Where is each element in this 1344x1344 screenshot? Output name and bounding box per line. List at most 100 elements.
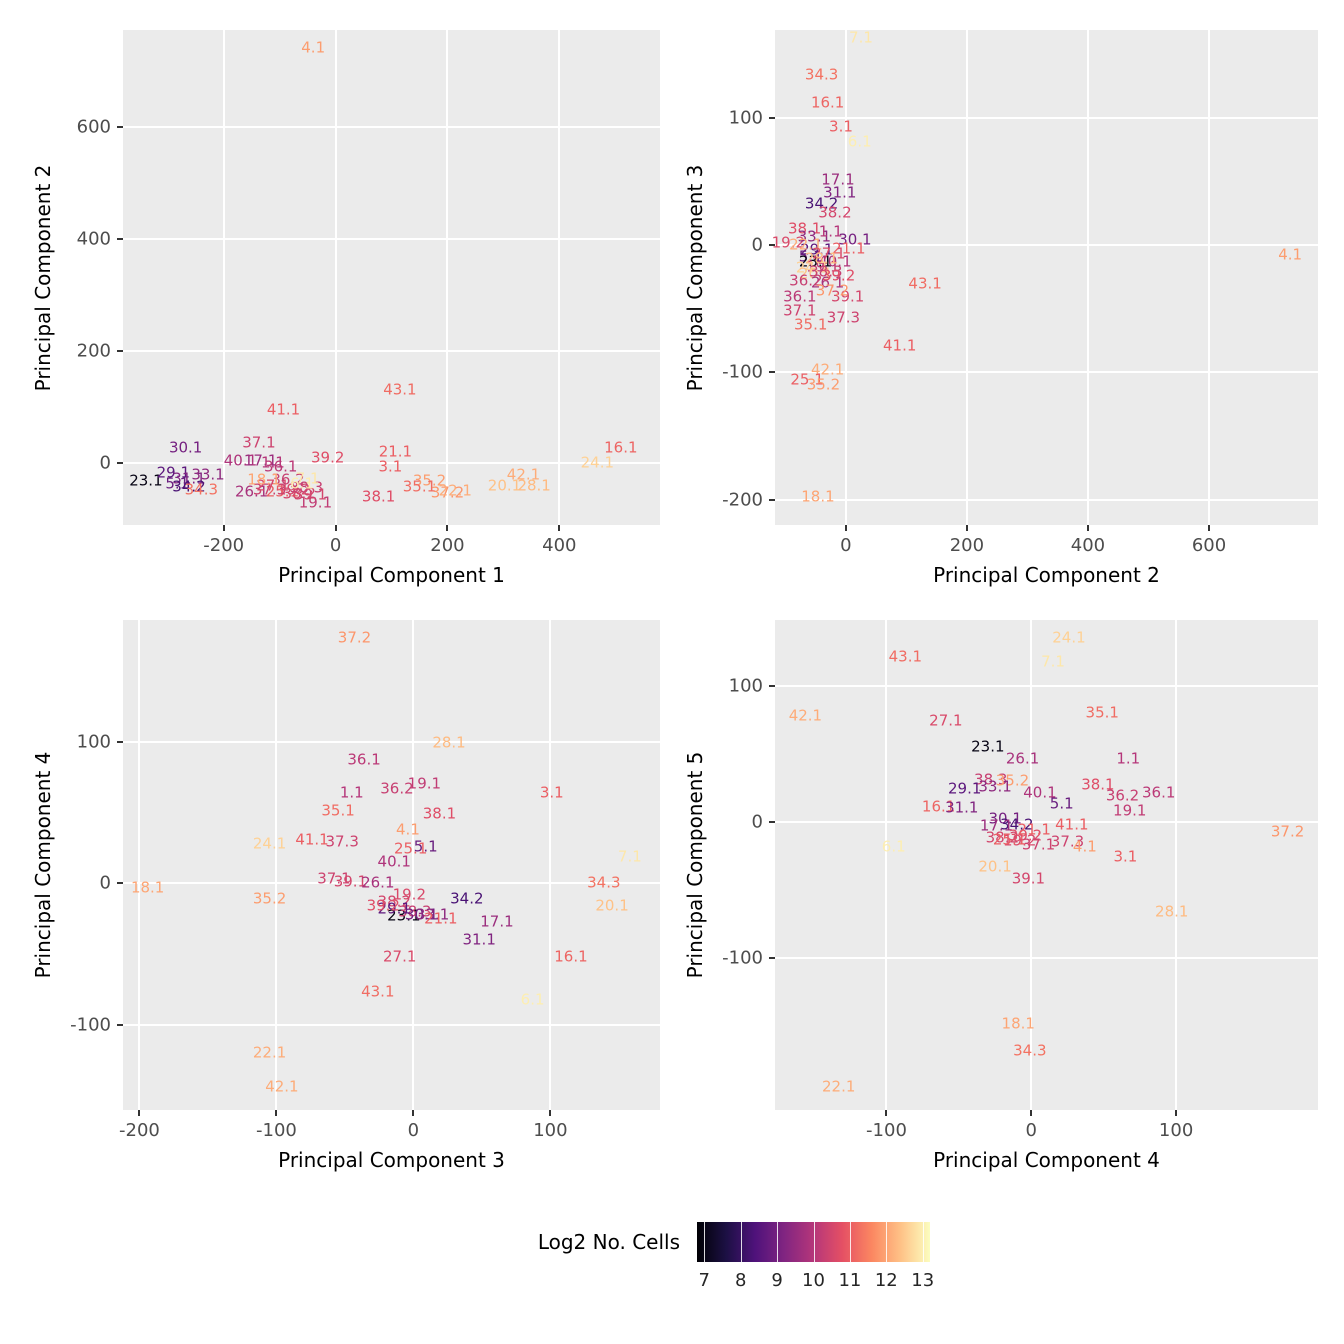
sample-label: 20.1 (798, 264, 833, 283)
sample-label: 28.1 (432, 733, 466, 752)
sample-label: 36.1 (347, 750, 381, 769)
colorbar-tick-mark (849, 1222, 851, 1262)
legend-title: Log2 No. Cells (537, 1230, 680, 1254)
colorbar-tick-mark (886, 1222, 888, 1262)
sample-label: 43.1 (361, 982, 395, 1001)
sample-label: 33.1 (415, 905, 450, 924)
sample-label: 24.1 (795, 258, 830, 277)
y-tick-label: -100 (70, 1014, 111, 1036)
y-tick-label: 100 (728, 107, 763, 129)
sample-label: 4.1 (1072, 837, 1097, 856)
sample-label: 19.1 (806, 257, 840, 276)
sample-label: 5.1 (165, 474, 190, 493)
sample-label: 17.1 (480, 912, 514, 931)
x-gridline (1175, 620, 1178, 1110)
sample-label: 28.1 (804, 249, 839, 268)
sample-label: 22.1 (438, 481, 472, 500)
sample-label: 43.1 (908, 274, 942, 293)
y-gridline (775, 684, 1318, 687)
sample-label: 24.1 (252, 834, 287, 853)
sample-label: 26.1 (361, 873, 395, 892)
sample-label: 16.1 (810, 93, 845, 112)
sample-label: 35.1 (402, 477, 437, 496)
colorbar-tick-mark (704, 1222, 706, 1262)
sample-label: 37.3 (826, 308, 861, 327)
y-tick-label: 100 (76, 731, 111, 753)
x-gridline (1030, 620, 1033, 1110)
sample-label: 4.1 (396, 820, 420, 839)
y-tick-label: 100 (728, 675, 763, 696)
colorbar-tick-mark (740, 1222, 742, 1262)
sample-label: 7.1 (1041, 652, 1065, 671)
sample-label: 19.1 (298, 493, 333, 512)
sample-label: 31.1 (462, 930, 496, 949)
sample-label: 1.1 (260, 453, 285, 472)
x-gridline (549, 620, 552, 1110)
sample-label: 38.2 (282, 484, 316, 503)
sample-label: 27.1 (929, 711, 963, 730)
x-tick-mark (275, 1110, 278, 1116)
sample-label: 28.1 (517, 476, 551, 495)
sample-label: 21.1 (1017, 820, 1051, 839)
sample-label: 36.2 (380, 779, 414, 798)
x-tick-label: 100 (1158, 1120, 1194, 1141)
sample-label: 37.2 (815, 281, 850, 300)
sample-label: 41.1 (266, 400, 301, 419)
sample-label: 30.1 (404, 905, 439, 924)
sample-label: 38.2 (818, 203, 852, 222)
sample-label: 39.1 (1011, 869, 1046, 888)
y-gridline (775, 821, 1318, 823)
x-tick-label: -200 (203, 535, 245, 556)
sample-label: 39.1 (830, 287, 865, 306)
x-tick-label: 200 (430, 535, 465, 556)
sample-label: 34.3 (184, 480, 219, 499)
sample-label: 37.2 (337, 628, 372, 647)
sample-label: 25.1 (265, 482, 300, 501)
sample-label: 41.1 (295, 830, 329, 848)
sample-label: 19.2 (771, 233, 806, 251)
sample-label: 34.3 (1013, 1041, 1047, 1060)
sample-label: 29.1 (947, 779, 982, 798)
y-gridline (775, 371, 1318, 374)
sample-label: 21.1 (424, 909, 458, 928)
x-axis-title: Principal Component 4 (933, 1148, 1160, 1172)
colorbar-tick-label: 9 (771, 1270, 783, 1291)
y-tick-mark (117, 461, 123, 464)
x-gridline (138, 620, 141, 1110)
y-tick-mark (769, 244, 775, 247)
sample-label: 28.1 (1155, 902, 1189, 921)
sample-label: 22.1 (789, 235, 823, 254)
sample-label: 3.1 (378, 457, 403, 476)
x-tick-mark (1175, 1110, 1178, 1116)
x-axis-title: Principal Component 2 (933, 563, 1160, 587)
sample-label: 25.1 (393, 839, 428, 858)
sample-label: 5.1 (1049, 794, 1074, 813)
sample-label: 26.1 (234, 482, 269, 501)
y-gridline (775, 116, 1318, 119)
y-tick-mark (117, 740, 123, 743)
x-gridline (446, 30, 449, 525)
x-gridline (558, 30, 561, 525)
x-gridline (1208, 30, 1211, 525)
sample-label: 31.1 (945, 798, 979, 817)
sample-label: 25.1 (992, 830, 1027, 849)
sample-label: 39.2 (821, 266, 856, 285)
sample-label: 39.1 (333, 872, 368, 891)
x-tick-mark (885, 1110, 888, 1116)
plot-area (775, 30, 1318, 525)
sample-label: 34.3 (804, 65, 839, 84)
colorbar-tick-label: 8 (734, 1270, 747, 1291)
y-tick-mark (769, 371, 775, 374)
sample-label: 23.1 (798, 252, 833, 271)
y-gridline (775, 498, 1318, 501)
sample-label: 34.2 (172, 477, 206, 496)
y-gridline (123, 740, 660, 743)
y-tick-label: 0 (751, 811, 763, 833)
sample-label: 31.1 (823, 183, 857, 202)
x-tick-mark (1030, 1110, 1033, 1116)
sample-label: 38.2 (377, 892, 411, 911)
sample-label: 41.1 (882, 336, 917, 355)
